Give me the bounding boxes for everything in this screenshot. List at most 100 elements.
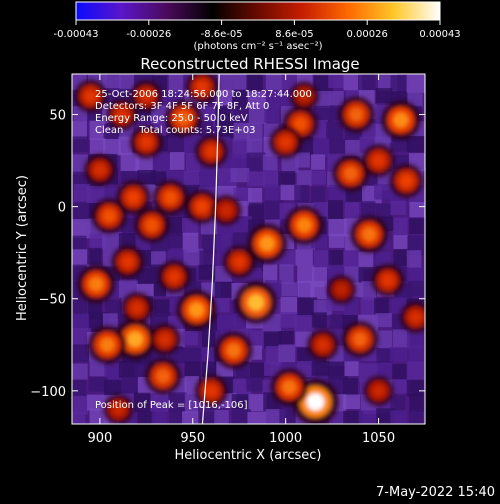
emission-source [130,80,162,112]
emission-source [234,281,278,324]
background-cell [182,347,203,363]
info-clean: Clean Total counts: 5.73E+03 [95,125,255,136]
background-cell [232,89,247,110]
plot-frame [71,73,426,425]
background-cell [89,360,107,377]
emission-source [381,100,421,140]
background-cell [182,411,200,424]
background-cell [233,106,249,125]
background-cell [374,298,389,316]
background-cell [198,121,214,138]
background-cell [199,250,214,267]
background-cell [199,169,217,190]
background-cell [278,171,296,187]
background-cell [151,408,167,424]
background-cell [168,392,187,412]
background-cell [375,313,392,328]
background-cell [279,264,294,284]
background-cell [358,410,378,424]
background-cell [248,202,265,222]
background-cell [72,344,90,362]
background-cell [406,74,425,93]
background-cell [264,106,279,123]
colorbar-tick-label: 0.00026 [347,29,388,40]
background-cell [407,361,425,381]
background-cell [103,75,122,90]
background-cell [151,105,167,124]
background-cell [248,107,267,124]
background-cell [214,281,234,298]
info-panel: 25-Oct-2006 18:24:56.000 to 18:27:44.000… [95,89,312,411]
background-cell [231,154,250,169]
background-cell [231,409,251,424]
emission-source [269,125,302,159]
background-cell [311,360,330,376]
background-cell [72,328,91,345]
emission-source [332,155,369,192]
emission-sources [74,74,425,424]
emission-source [195,135,228,168]
background-cell [215,105,231,125]
background-cell [390,410,407,424]
background-cell [169,152,185,170]
background-cell [390,200,407,216]
background-cell [360,296,376,316]
background-cell [278,344,296,363]
background-cell [326,121,343,140]
emission-source [130,125,163,159]
x-axis-label: Heliocentric X (arcsec) [175,448,322,463]
background-cell [280,296,298,314]
background-cell [72,235,87,252]
y-axis: 50 0 −50 −100 [30,109,425,400]
background-cell [214,297,230,313]
background-cell [248,394,267,412]
background-cell [89,233,106,248]
emission-source [371,264,405,297]
emission-source [214,331,253,369]
background-cell [328,233,345,248]
info-time: 25-Oct-2006 18:24:56.000 to 18:27:44.000 [95,89,312,100]
background-cell [102,313,118,328]
emission-source [157,260,191,293]
background-cell [329,138,348,157]
background-cell [376,347,394,364]
background-cell [393,235,408,250]
background-cell [296,170,313,186]
background-cell [230,168,250,183]
emission-source [270,368,309,406]
background-cell [278,331,294,346]
background-cell [328,249,344,267]
background-cell [182,217,199,236]
y-tick-label: 50 [49,109,66,124]
background-cell [246,152,266,171]
emission-source [88,325,127,364]
background-cell [408,409,423,424]
emission-source [363,375,394,406]
background-cell [247,123,263,141]
background-cell [72,121,87,140]
emission-source [185,189,219,224]
background-cell [198,264,216,280]
background-cell [262,154,278,171]
background-cell [311,312,327,328]
background-cell [153,299,171,318]
background-cell [327,200,343,220]
background-cell [233,122,250,142]
background-cell [265,89,283,108]
background-cell [409,344,425,362]
plot-area [72,74,425,424]
background-cell [343,410,363,424]
background-cell [280,250,295,267]
background-cell [358,251,374,270]
emission-source [91,198,127,234]
background-cell [297,297,318,317]
background-cell [407,91,423,108]
background-cell [183,170,200,188]
background-cell [343,378,358,398]
background-cell [391,379,411,394]
background-cell [297,265,315,283]
background-cell [406,250,422,269]
colorbar: -0.00043 -0.00026 -8.6e-05 8.6e-05 0.00026 0.… [54,1,461,52]
background-cell [248,187,263,205]
emission-source [116,180,151,215]
